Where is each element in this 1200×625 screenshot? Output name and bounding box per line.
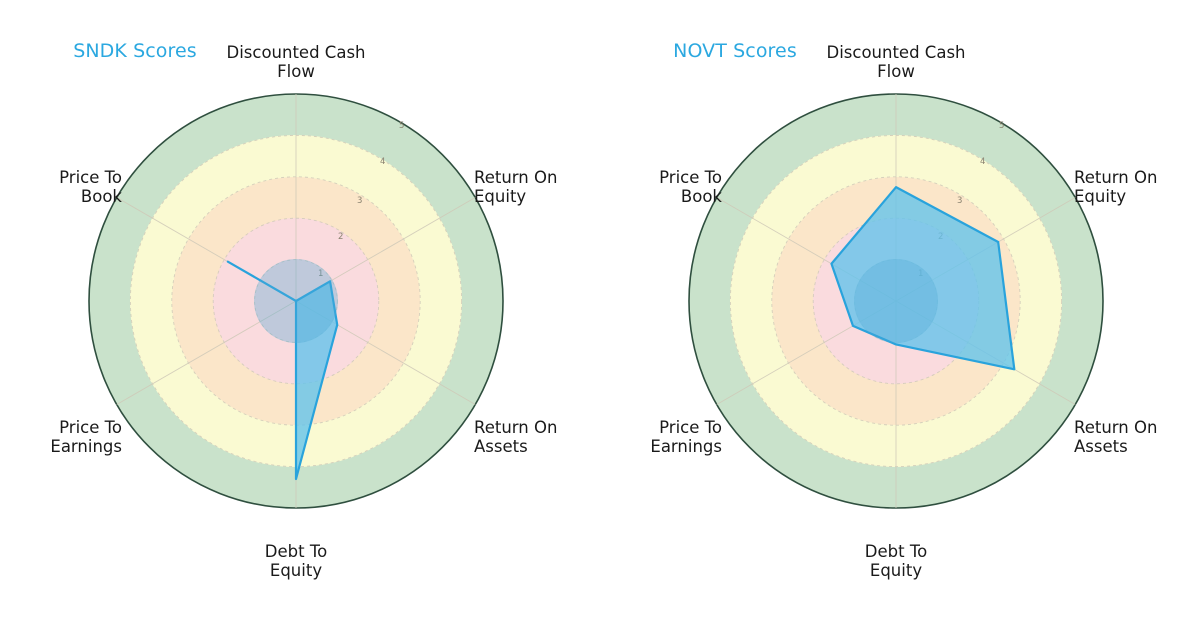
grid-circle-2 — [212, 217, 380, 385]
data-center-blob — [854, 259, 938, 343]
radar-chart-sndk: 1 2 3 4 5 — [88, 93, 504, 509]
radar-panel-sndk: SNDK Scores 1 2 — [50, 40, 557, 580]
axis-label-return-on-assets: Return On Assets — [1074, 418, 1158, 456]
axis-label-price-to-earnings: Price To Earnings — [650, 418, 722, 456]
data-polygon — [226, 260, 339, 481]
grid-circle-3 — [171, 176, 421, 426]
axis-label-return-on-assets: Return On Assets — [474, 418, 558, 456]
axis-label-return-on-equity: Return On Equity — [474, 168, 558, 206]
series-polygon-sndk — [226, 259, 339, 481]
chart-title-novt: NOVT Scores — [673, 40, 797, 62]
data-center-blob — [254, 259, 338, 343]
rtick-4: 4 — [980, 157, 985, 167]
spoke-pte — [116, 300, 297, 405]
rtick-5: 5 — [999, 121, 1004, 131]
grid-circle-3 — [771, 176, 1021, 426]
axis-label-debt-to-equity: Debt To Equity — [264, 542, 328, 580]
axis-label-price-to-earnings: Price To Earnings — [50, 418, 122, 456]
data-polygon — [830, 186, 1016, 371]
axis-label-discounted-cash-flow: Discounted Cash Flow — [226, 43, 366, 81]
axis-label-debt-to-equity: Debt To Equity — [864, 542, 928, 580]
radial-tick-labels-sndk: 1 2 3 4 5 — [318, 121, 404, 279]
rtick-5: 5 — [399, 121, 404, 131]
axis-label-discounted-cash-flow: Discounted Cash Flow — [826, 43, 966, 81]
axis-label-price-to-book: Price To Book — [659, 168, 722, 206]
rtick-1: 1 — [318, 269, 323, 279]
axis-label-return-on-equity: Return On Equity — [1074, 168, 1158, 206]
rtick-3: 3 — [357, 196, 362, 206]
radar-panel-novt: NOVT Scores 1 2 — [600, 0, 1200, 625]
series-polygon-novt — [830, 186, 1016, 371]
radar-chart-novt: 1 2 3 4 5 — [688, 93, 1104, 509]
rtick-3: 3 — [957, 196, 962, 206]
axis-label-price-to-book: Price To Book — [59, 168, 122, 206]
chart-title-sndk: SNDK Scores — [73, 40, 197, 62]
rtick-4: 4 — [380, 157, 385, 167]
rtick-2: 2 — [338, 232, 343, 242]
